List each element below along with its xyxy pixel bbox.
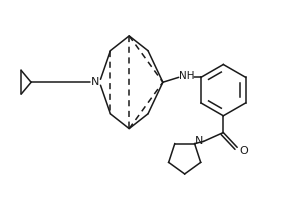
Text: N: N (91, 77, 100, 87)
Text: O: O (240, 146, 248, 156)
Text: N: N (195, 136, 204, 146)
Text: NH: NH (179, 71, 194, 81)
